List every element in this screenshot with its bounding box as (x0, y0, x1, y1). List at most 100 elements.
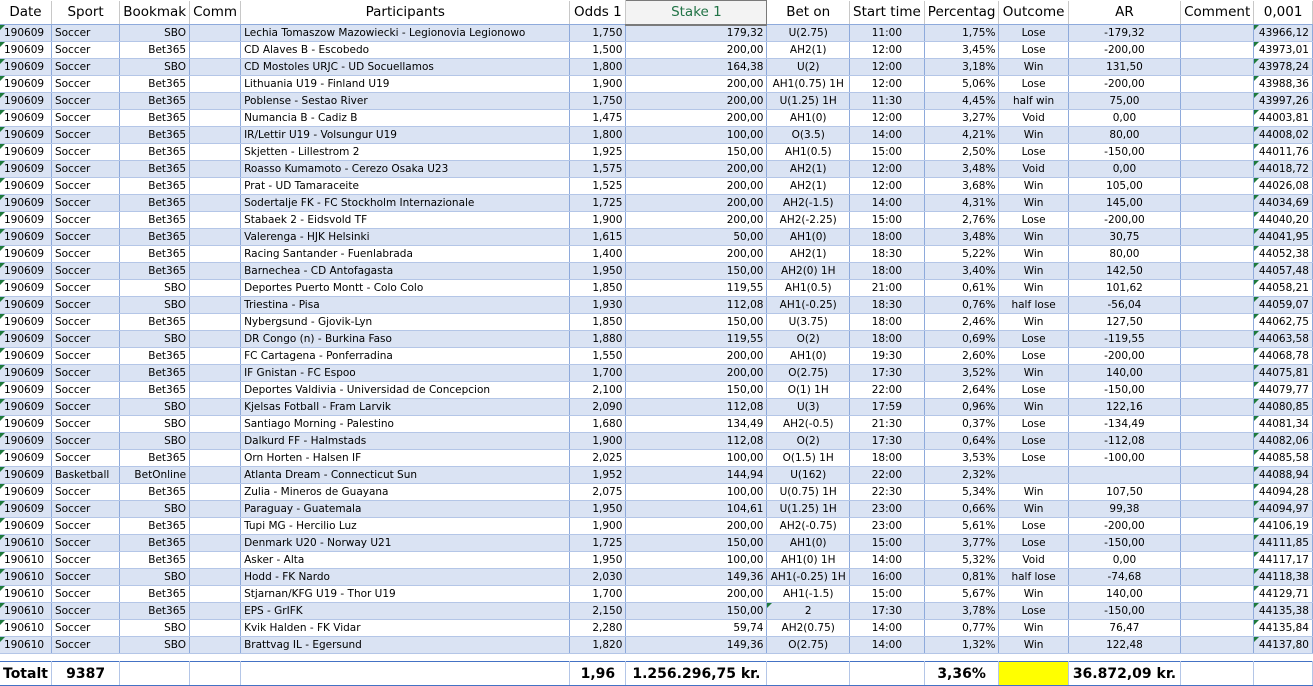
cell-outcome[interactable]: Win (998, 126, 1069, 144)
cell-ar[interactable]: -112,08 (1068, 432, 1182, 450)
cell-percentage[interactable]: 3,45% (924, 41, 1000, 59)
cell-date[interactable]: 190609 (0, 92, 52, 110)
cell-bet-on[interactable]: U(0.75) 1H (766, 483, 850, 501)
cell-participants[interactable]: IF Gnistan - FC Espoo (240, 364, 571, 382)
cell-factor[interactable]: 43966,12 (1253, 24, 1313, 42)
cell-comm[interactable] (189, 381, 242, 399)
cell-participants[interactable]: Orn Horten - Halsen IF (240, 449, 571, 467)
cell-date[interactable]: 190609 (0, 228, 52, 246)
cell-comment[interactable] (1180, 602, 1255, 620)
cell-start-time[interactable]: 12:00 (849, 75, 925, 93)
cell-bet-on[interactable]: AH2(1) (766, 160, 850, 178)
cell-stake[interactable]: 150,00 (625, 262, 768, 280)
cell-outcome[interactable]: Win (998, 194, 1069, 212)
header-comm[interactable]: Comm (189, 0, 242, 25)
cell-factor[interactable]: 44059,07 (1253, 296, 1313, 314)
cell-start-time[interactable]: 14:00 (849, 194, 925, 212)
cell-stake[interactable]: 150,00 (625, 534, 768, 552)
cell-factor[interactable]: 44011,76 (1253, 143, 1313, 161)
totals-highlight-cell[interactable] (998, 661, 1069, 686)
cell-comment[interactable] (1180, 24, 1255, 42)
cell-outcome[interactable]: Win (998, 500, 1069, 518)
cell-comm[interactable] (189, 41, 242, 59)
cell-comm[interactable] (189, 534, 242, 552)
cell-percentage[interactable]: 3,77% (924, 534, 1000, 552)
cell-odds[interactable]: 1,952 (569, 466, 627, 484)
cell-sport[interactable]: Soccer (51, 619, 121, 637)
totals-empty[interactable] (1180, 661, 1255, 686)
cell-percentage[interactable]: 0,96% (924, 398, 1000, 416)
cell-outcome[interactable]: Lose (998, 75, 1069, 93)
cell-date[interactable]: 190609 (0, 364, 52, 382)
cell-stake[interactable]: 150,00 (625, 602, 768, 620)
cell-odds[interactable]: 2,100 (569, 381, 627, 399)
cell-bet-on[interactable]: O(2.75) (766, 364, 850, 382)
cell-date[interactable]: 190609 (0, 109, 52, 127)
cell-odds[interactable]: 1,500 (569, 41, 627, 59)
cell-odds[interactable]: 1,725 (569, 194, 627, 212)
cell-participants[interactable]: Lithuania U19 - Finland U19 (240, 75, 571, 93)
cell-stake[interactable]: 150,00 (625, 381, 768, 399)
cell-bookmaker[interactable]: Bet365 (119, 92, 191, 110)
cell-bet-on[interactable]: AH2(1) (766, 177, 850, 195)
cell-start-time[interactable]: 18:30 (849, 296, 925, 314)
cell-percentage[interactable]: 5,61% (924, 517, 1000, 535)
cell-stake[interactable]: 200,00 (625, 585, 768, 603)
cell-percentage[interactable]: 3,52% (924, 364, 1000, 382)
cell-odds[interactable]: 2,280 (569, 619, 627, 637)
cell-stake[interactable]: 119,55 (625, 330, 768, 348)
cell-bookmaker[interactable]: Bet365 (119, 126, 191, 144)
cell-sport[interactable]: Soccer (51, 534, 121, 552)
cell-outcome[interactable]: Lose (998, 24, 1069, 42)
cell-ar[interactable]: 76,47 (1068, 619, 1182, 637)
cell-odds[interactable]: 2,025 (569, 449, 627, 467)
cell-date[interactable]: 190609 (0, 398, 52, 416)
cell-date[interactable]: 190610 (0, 551, 52, 569)
cell-percentage[interactable]: 2,76% (924, 211, 1000, 229)
header-bookmaker[interactable]: Bookmak (119, 0, 191, 25)
header-ar[interactable]: AR (1068, 0, 1182, 25)
cell-stake[interactable]: 150,00 (625, 143, 768, 161)
cell-stake[interactable]: 100,00 (625, 126, 768, 144)
cell-start-time[interactable]: 21:00 (849, 279, 925, 297)
cell-comment[interactable] (1180, 143, 1255, 161)
cell-date[interactable]: 190609 (0, 194, 52, 212)
cell-bet-on[interactable]: U(2.75) (766, 24, 850, 42)
cell-factor[interactable]: 44088,94 (1253, 466, 1313, 484)
cell-date[interactable]: 190609 (0, 483, 52, 501)
cell-start-time[interactable]: 18:00 (849, 228, 925, 246)
cell-comment[interactable] (1180, 296, 1255, 314)
cell-outcome[interactable]: Void (998, 109, 1069, 127)
cell-bookmaker[interactable]: Bet365 (119, 483, 191, 501)
cell-percentage[interactable]: 5,32% (924, 551, 1000, 569)
cell-date[interactable]: 190609 (0, 415, 52, 433)
cell-outcome[interactable]: half lose (998, 296, 1069, 314)
cell-bookmaker[interactable]: SBO (119, 619, 191, 637)
cell-sport[interactable]: Soccer (51, 602, 121, 620)
cell-factor[interactable]: 43988,36 (1253, 75, 1313, 93)
cell-start-time[interactable]: 16:00 (849, 568, 925, 586)
cell-comm[interactable] (189, 211, 242, 229)
cell-outcome[interactable]: half lose (998, 568, 1069, 586)
cell-percentage[interactable]: 3,48% (924, 160, 1000, 178)
cell-ar[interactable]: 101,62 (1068, 279, 1182, 297)
cell-comment[interactable] (1180, 466, 1255, 484)
cell-comment[interactable] (1180, 313, 1255, 331)
cell-comment[interactable] (1180, 568, 1255, 586)
cell-comment[interactable] (1180, 619, 1255, 637)
cell-bet-on[interactable]: AH2(1) (766, 245, 850, 263)
cell-outcome[interactable]: Lose (998, 415, 1069, 433)
cell-participants[interactable]: Barnechea - CD Antofagasta (240, 262, 571, 280)
totals-empty[interactable] (766, 661, 850, 686)
cell-participants[interactable]: Deportes Valdivia - Universidad de Conce… (240, 381, 571, 399)
cell-bookmaker[interactable]: SBO (119, 500, 191, 518)
cell-odds[interactable]: 1,900 (569, 432, 627, 450)
cell-bet-on[interactable]: AH1(0) (766, 534, 850, 552)
cell-start-time[interactable]: 23:00 (849, 517, 925, 535)
cell-comm[interactable] (189, 58, 242, 76)
cell-sport[interactable]: Soccer (51, 279, 121, 297)
cell-participants[interactable]: DR Congo (n) - Burkina Faso (240, 330, 571, 348)
cell-bet-on[interactable]: O(1.5) 1H (766, 449, 850, 467)
cell-odds[interactable]: 1,475 (569, 109, 627, 127)
cell-comm[interactable] (189, 568, 242, 586)
